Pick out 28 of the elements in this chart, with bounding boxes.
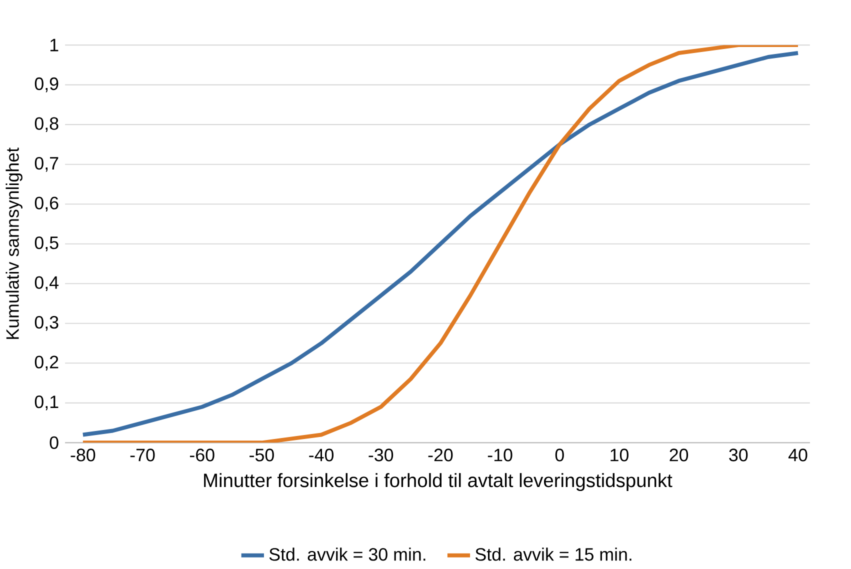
x-tick-label: -60: [190, 448, 214, 462]
y-tick-label: 0,2: [34, 356, 58, 371]
x-tick-label: 0: [555, 448, 564, 462]
x-tick-label: -40: [309, 448, 334, 462]
y-tick-label: 0,8: [34, 117, 58, 132]
x-tick-label: 40: [788, 448, 808, 462]
y-tick-label: 0,1: [34, 396, 58, 411]
x-axis-title: Minutter forsinkelse i forhold til avtalt leveringstidspunkt: [204, 473, 672, 492]
y-tick-label: 0: [50, 436, 58, 450]
x-tick-label: -50: [250, 448, 274, 462]
x-tick-label: 30: [729, 448, 748, 462]
y-axis-title: Kumulativ sannsynlighet: [6, 148, 22, 340]
y-tick-label: 0,4: [34, 276, 59, 292]
x-tick-label: 20: [670, 448, 688, 462]
y-tick-label: 0,6: [34, 196, 58, 212]
y-tick-label: 1: [50, 39, 58, 52]
legend-label: Std. avvik = 15 min.: [476, 548, 632, 561]
x-tick-label: -80: [70, 448, 96, 462]
y-tick-label: 0,5: [34, 236, 58, 252]
y-tick-label: 0,3: [34, 316, 58, 331]
x-tick-label: -20: [428, 448, 453, 462]
x-tick-label: -10: [488, 448, 512, 462]
x-tick-label: 10: [610, 448, 628, 462]
legend-label: Std. avvik = 30 min.: [269, 548, 426, 561]
y-tick-label: 0,9: [34, 78, 58, 92]
x-tick-label: -70: [130, 448, 155, 462]
x-tick-label: -30: [368, 448, 394, 462]
y-tick-label: 0,7: [34, 157, 58, 172]
